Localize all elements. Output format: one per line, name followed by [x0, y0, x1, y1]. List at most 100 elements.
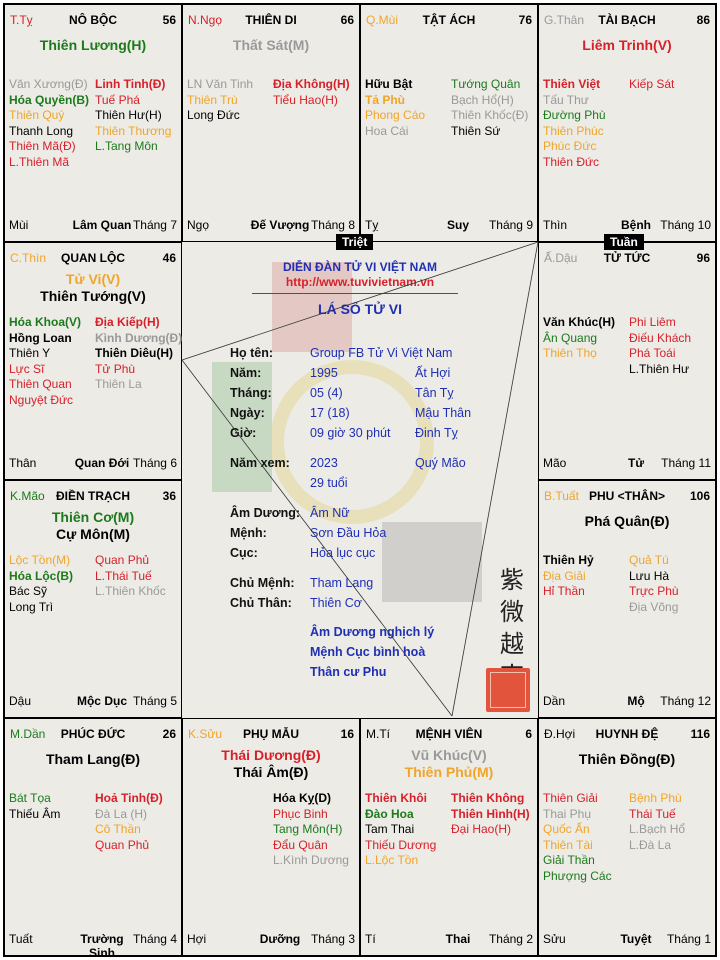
info-value: 2023 — [310, 456, 338, 470]
palace-age: 86 — [696, 13, 710, 27]
lunar-month: Tháng 3 — [310, 932, 355, 946]
life-stage: Bệnh — [621, 218, 651, 232]
life-stage: Tuyệt — [620, 932, 652, 946]
minor-star: Lưu Hà — [629, 568, 670, 583]
minor-stars-left: Văn Xương(Đ) Hóa Quyền(B) Thiên Quý Thanh L… — [9, 77, 89, 170]
palace-cell[interactable]: M.Tí MỆNH VIÊN 6 Vũ Khúc(V) Thiên Phủ(M) Thiê… — [360, 718, 538, 956]
palace-cell[interactable]: T.Tỵ NÔ BỘC 56 Thiên Lương(H) Văn Xương(Đ) Hó… — [4, 4, 182, 242]
palace-cell[interactable]: C.Thìn QUAN LỘC 46 Tử Vi(V) Thiên Tướng(V) Hó… — [4, 242, 182, 480]
palace-cell[interactable]: N.Ngọ THIÊN DI 66 Thất Sát(M) LN Văn Tinh Thi… — [182, 4, 360, 242]
palace-age: 106 — [689, 489, 710, 503]
palace-age: 6 — [525, 727, 532, 741]
earthly-branch: Hợi — [187, 932, 207, 946]
palace-cell[interactable]: Đ.Hợi HUYNH ĐỆ 116 Thiên Đồng(Đ) Thiên Giải T… — [538, 718, 716, 956]
minor-star: Thiên Mã(Đ) — [9, 139, 76, 153]
lunar-month: Tháng 2 — [488, 932, 533, 946]
palace-name: TẬT ÁCH — [422, 13, 476, 27]
heavenly-stem-label: C.Thìn — [10, 251, 47, 265]
minor-star: Giải Thần — [543, 853, 595, 867]
chart-title: LÁ SỐ TỬ VI — [318, 301, 402, 317]
palace-name: PHÚC ĐỨC — [60, 727, 126, 741]
minor-star: Phục Binh — [273, 806, 328, 821]
minor-star: Hoả Tinh(Đ) — [95, 791, 163, 805]
minor-star: Văn Xương(Đ) — [9, 77, 88, 91]
main-star: Thiên Cơ(M) — [51, 509, 135, 525]
earthly-branch: Ngọ — [187, 218, 210, 232]
minor-star: Thiên Sứ — [451, 123, 501, 138]
heavenly-stem-label: M.Dần — [10, 727, 46, 741]
info-can-chi: Ất Hợi — [415, 366, 451, 380]
earthly-branch: Mão — [543, 456, 567, 470]
palace-cell[interactable]: B.Tuất PHU <THÂN> 106 Phá Quân(Đ) Thiên Hỷ Đị… — [538, 480, 716, 718]
info-label: Mệnh: — [230, 526, 267, 540]
main-stars: Phá Quân(Đ) — [539, 513, 715, 530]
minor-star: Quốc Ấn — [543, 822, 590, 836]
palace-footer: Thìn Bệnh Tháng 10 — [543, 218, 711, 233]
life-stage: Trường Sinh — [80, 932, 124, 960]
palace-name: ĐIỀN TRẠCH — [56, 489, 130, 503]
info-can-chi: Tân Tỵ — [415, 386, 454, 400]
minor-stars-left: Thiên Hỷ Địa Giải Hỉ Thần — [543, 553, 594, 600]
life-stage: Tử — [627, 456, 645, 470]
triet-marker: Triệt — [336, 234, 374, 250]
minor-star: Tấu Thư — [543, 92, 589, 107]
earthly-branch: Mùi — [9, 218, 29, 232]
info-value: 17 (18) — [310, 406, 350, 420]
lunar-month: Tháng 4 — [132, 932, 177, 946]
minor-star: L.Lộc Tồn — [365, 853, 419, 867]
heavenly-stem-label: T.Tỵ — [10, 13, 33, 27]
main-star: Thái Âm(Đ) — [233, 764, 309, 780]
main-star: Tử Vi(V) — [65, 271, 121, 287]
heavenly-stem-label: B.Tuất — [544, 489, 579, 503]
palace-name: PHU <THÂN> — [588, 489, 665, 503]
palace-age: 46 — [162, 251, 176, 265]
minor-star: L.Thiên Khốc — [95, 584, 166, 598]
main-stars: Liêm Trinh(V) — [539, 37, 715, 54]
forum-url[interactable]: http://www.tuvivietnam.vn — [285, 275, 435, 289]
main-star: Tham Lang(Đ) — [45, 751, 141, 767]
info-value: 09 giờ 30 phút — [310, 426, 391, 440]
minor-stars-left: Thiên Giải Thai Phụ Quốc Ấn Thiên Tài Giải T… — [543, 791, 612, 884]
minor-star: Phượng Các — [543, 868, 612, 883]
minor-star: Văn Khúc(H) — [543, 315, 615, 329]
minor-star: Đà La (H) — [95, 806, 148, 821]
palace-name: QUAN LỘC — [61, 251, 125, 265]
palace-cell[interactable]: M.Dần PHÚC ĐỨC 26 Tham Lang(Đ) Bát Tọa Thiếu … — [4, 718, 182, 960]
palace-age: 26 — [162, 727, 176, 741]
palace-name: NÔ BỘC — [69, 13, 117, 27]
palace-age: 96 — [696, 251, 710, 265]
lunar-month: Tháng 5 — [132, 694, 177, 708]
minor-stars-left: Văn Khúc(H) Ân Quang Thiên Thọ — [543, 315, 615, 362]
main-stars: Thiên Đồng(Đ) — [539, 751, 715, 768]
heavenly-stem-label: K.Mão — [10, 489, 45, 503]
life-stage: Quan Đới — [74, 456, 130, 470]
title-divider — [252, 293, 458, 294]
info-label: Ngày: — [230, 406, 265, 420]
minor-stars-left: Thiên Khôi Đào Hoa Tam Thai Thiếu Dương L.Lộ… — [365, 791, 436, 869]
main-star: Cự Môn(M) — [56, 526, 130, 542]
palace-header: G.Thân TÀI BẠCH 86 — [544, 13, 710, 29]
main-stars: Thái Dương(Đ) Thái Âm(Đ) — [183, 747, 359, 781]
info-value: Âm Nữ — [310, 506, 350, 520]
minor-star: Nguyệt Đức — [9, 392, 74, 407]
minor-star: L.Thiên Hư — [629, 361, 690, 376]
lunar-month: Tháng 1 — [666, 932, 711, 946]
minor-star: Địa Không(H) — [273, 77, 350, 91]
palace-cell[interactable]: K.Mão ĐIỀN TRẠCH 36 Thiên Cơ(M) Cự Môn(M) Lộc… — [4, 480, 182, 718]
minor-star: Thái Tuế — [629, 806, 676, 821]
minor-star: Thiên Tài — [543, 837, 593, 852]
minor-star: Đường Phù — [543, 108, 606, 122]
palace-header: B.Tuất PHU <THÂN> 106 — [544, 489, 710, 505]
minor-star: Thiên Thọ — [543, 346, 597, 360]
palace-cell[interactable]: Q.Mùi TẬT ÁCH 76 Hữu Bật Tả Phù Phong Cáo Hoa … — [360, 4, 538, 242]
palace-age: 56 — [162, 13, 176, 27]
minor-star: Địa Giải — [543, 568, 586, 583]
palace-cell[interactable]: K.Sửu PHỤ MẪU 16 Thái Dương(Đ) Thái Âm(Đ) Hóa… — [182, 718, 360, 956]
minor-star: Đẩu Quân — [273, 837, 328, 852]
palace-cell[interactable]: G.Thân TÀI BẠCH 86 Liêm Trinh(V) Thiên Việt T… — [538, 4, 716, 242]
red-seal-stamp — [486, 668, 530, 712]
minor-star: L.Bạch Hổ — [629, 822, 686, 836]
palace-name: THIÊN DI — [245, 13, 297, 27]
minor-star: Thiên Diêu(H) — [95, 346, 173, 360]
palace-cell[interactable]: Ấ.Dậu TỬ TỨC 96 Văn Khúc(H) Ân Quang Thiên Th… — [538, 242, 716, 480]
